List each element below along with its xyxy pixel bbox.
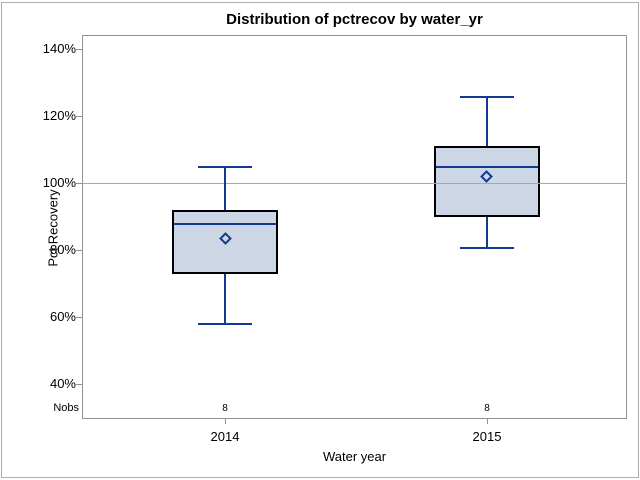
- median-line: [174, 222, 276, 225]
- y-tick-mark: [75, 384, 82, 386]
- lower-whisker-cap: [459, 247, 514, 250]
- x-tick-label: 2015: [472, 429, 502, 444]
- chart-title: Distribution of pctrecov by water_yr: [226, 11, 483, 28]
- nobs-row-label: Nobs: [53, 402, 79, 414]
- x-tick-mark: [486, 419, 488, 424]
- box: [172, 209, 278, 274]
- y-tick-label: 120%: [42, 107, 76, 123]
- y-tick-label: 100%: [42, 175, 76, 190]
- y-tick-label: 80%: [49, 242, 76, 258]
- y-tick-label: 140%: [42, 40, 76, 56]
- box: [433, 146, 540, 217]
- x-tick-mark: [225, 419, 226, 424]
- nobs-value: 8: [484, 403, 490, 414]
- reference-line: [82, 183, 627, 184]
- lower-whisker: [485, 216, 488, 249]
- y-axis-title: Pct Recovery: [45, 189, 61, 267]
- lower-whisker-cap: [198, 322, 252, 325]
- nobs-value: 8: [222, 403, 228, 414]
- y-tick-mark: [75, 250, 82, 252]
- x-axis-title: Water year: [322, 449, 387, 464]
- y-tick-label: 40%: [49, 376, 76, 392]
- y-tick-mark: [75, 317, 82, 319]
- upper-whisker: [224, 166, 226, 210]
- y-tick-mark: [75, 48, 82, 50]
- x-tick-label: 2014: [210, 429, 240, 444]
- y-tick-mark: [75, 115, 82, 117]
- median-line: [435, 165, 538, 168]
- y-tick-label: 60%: [49, 309, 76, 325]
- upper-whisker-cap: [459, 96, 514, 99]
- upper-whisker: [485, 97, 488, 147]
- plot-frame: [82, 35, 627, 419]
- upper-whisker-cap: [198, 165, 252, 168]
- lower-whisker: [224, 273, 226, 324]
- y-tick-mark: [75, 183, 82, 184]
